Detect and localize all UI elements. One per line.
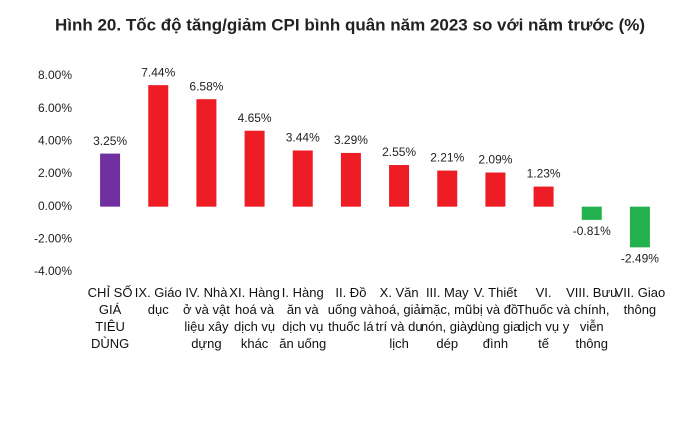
value-label: 3.25%: [93, 134, 127, 148]
x-tick-label: I. Hàng ăn và dịch vụ ăn uống: [279, 285, 327, 351]
chart-title: Hình 20. Tốc độ tăng/giảm CPI bình quân …: [55, 15, 645, 34]
y-tick-label: -4.00%: [34, 264, 72, 278]
x-tick-label: IV. Nhà ở và vật liệu xây dựng: [182, 285, 230, 351]
y-tick-label: 0.00%: [38, 199, 72, 213]
value-label: 2.09%: [478, 153, 512, 167]
y-tick-label: 6.00%: [38, 101, 72, 115]
value-label: 6.58%: [189, 79, 223, 93]
y-tick-label: -2.00%: [34, 232, 72, 246]
bar: [148, 85, 169, 207]
value-label: 2.55%: [382, 145, 416, 159]
x-tick-label: VI. Thuốc và dịch vụ y tế: [516, 285, 571, 351]
bar: [485, 172, 506, 207]
value-label: 3.29%: [334, 133, 368, 147]
bar: [292, 150, 313, 207]
value-label: -2.49%: [621, 252, 659, 266]
bar: [340, 152, 361, 207]
bar: [581, 206, 602, 220]
value-label: 1.23%: [527, 167, 561, 181]
x-tick-label: III. May mặc, mũ nón, giày dép: [420, 285, 474, 351]
x-tick-label: X. Văn hoá, giải trí và du lịch: [374, 285, 424, 351]
y-tick-label: 2.00%: [38, 166, 72, 180]
value-label: 7.44%: [141, 65, 175, 79]
bar: [100, 153, 121, 207]
bar: [629, 206, 650, 248]
bar: [196, 99, 217, 207]
bar: [244, 130, 265, 207]
x-tick-label: CHỈ SỐ GIÁ TIÊU DÙNG: [87, 285, 133, 351]
y-tick-label: 8.00%: [38, 68, 72, 82]
x-tick-label: IX. Giáo dục: [134, 285, 182, 317]
x-tick-label: VIII. Bưu chính, viễn thông: [566, 285, 618, 351]
x-tick-label: VII. Giao thông: [614, 285, 666, 317]
x-tick-label: II. Đồ uống và thuốc lá: [327, 285, 375, 334]
value-label: 4.65%: [238, 111, 272, 125]
bar: [437, 170, 458, 207]
value-label: -0.81%: [573, 224, 611, 238]
y-tick-label: 4.00%: [38, 134, 72, 148]
value-label: 2.21%: [430, 151, 464, 165]
bar: [533, 186, 554, 207]
value-label: 3.44%: [286, 131, 320, 145]
bar: [389, 165, 410, 207]
x-tick-label: XI. Hàng hoá và dịch vụ khác: [229, 285, 280, 351]
x-tick-label: V. Thiết bị và đồ dùng gia đình: [470, 285, 521, 351]
